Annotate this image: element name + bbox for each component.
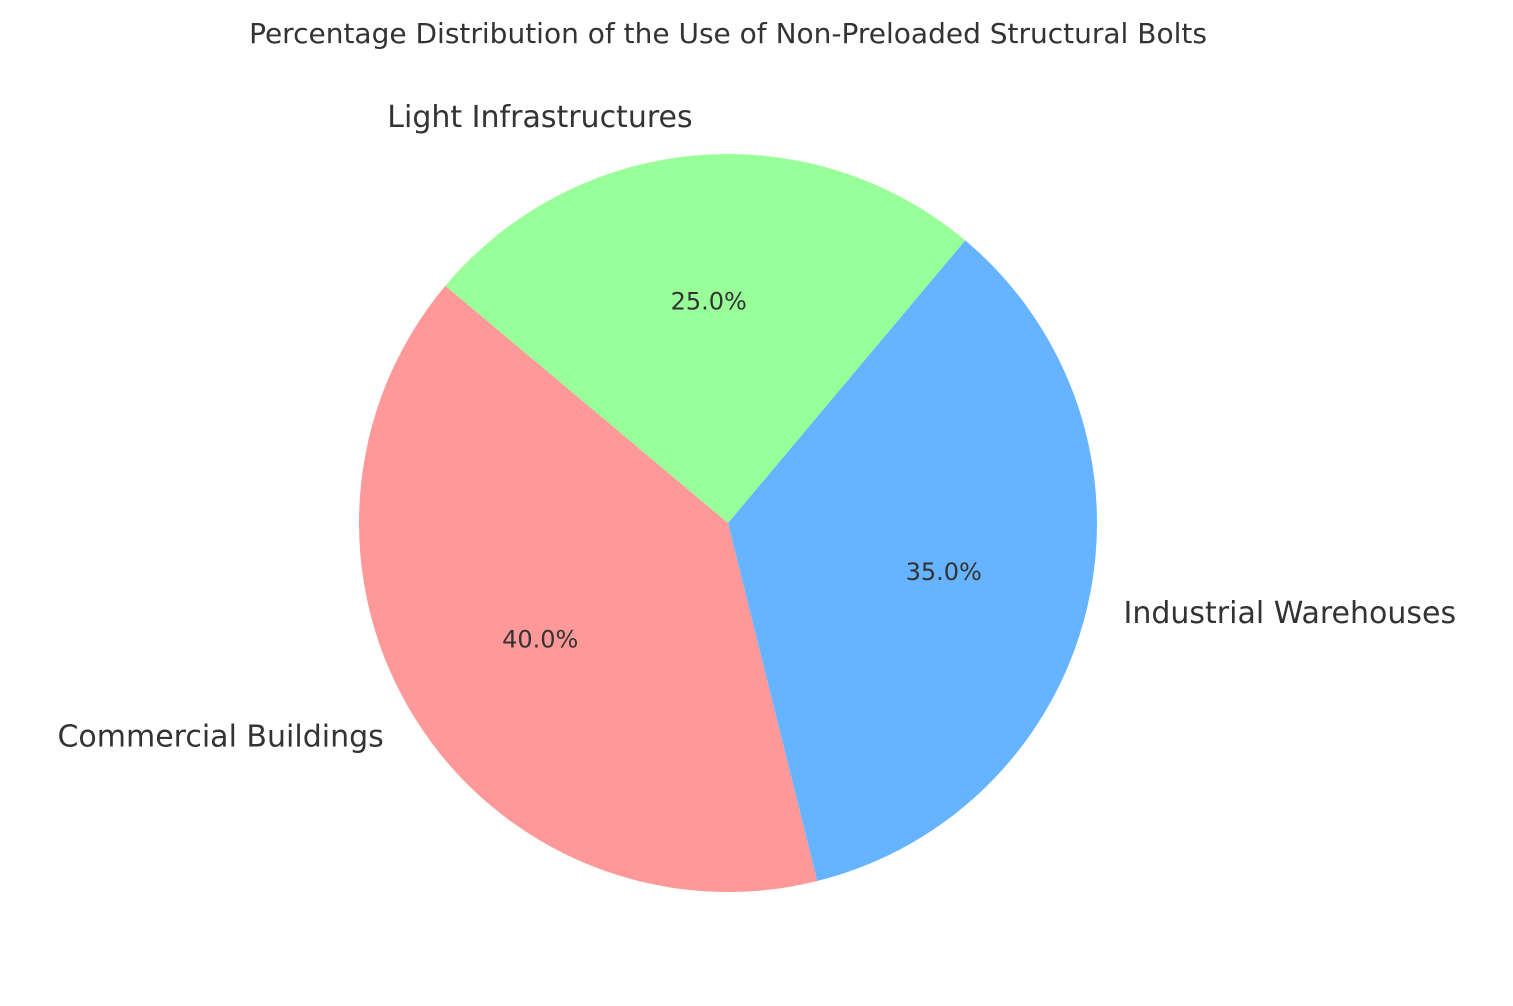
chart-title: Percentage Distribution of the Use of No… [249,17,1207,50]
value-label: 35.0% [906,558,982,586]
pie-slice [358,285,818,893]
slice-label: Light Infrastructures [387,100,692,135]
slice-label: Industrial Warehouses [1123,596,1456,631]
value-label: 25.0% [671,287,747,315]
pie-slice [445,154,966,524]
value-label: 40.0% [502,625,578,653]
pie-slice [728,240,1097,882]
slice-label: Commercial Buildings [57,720,383,755]
